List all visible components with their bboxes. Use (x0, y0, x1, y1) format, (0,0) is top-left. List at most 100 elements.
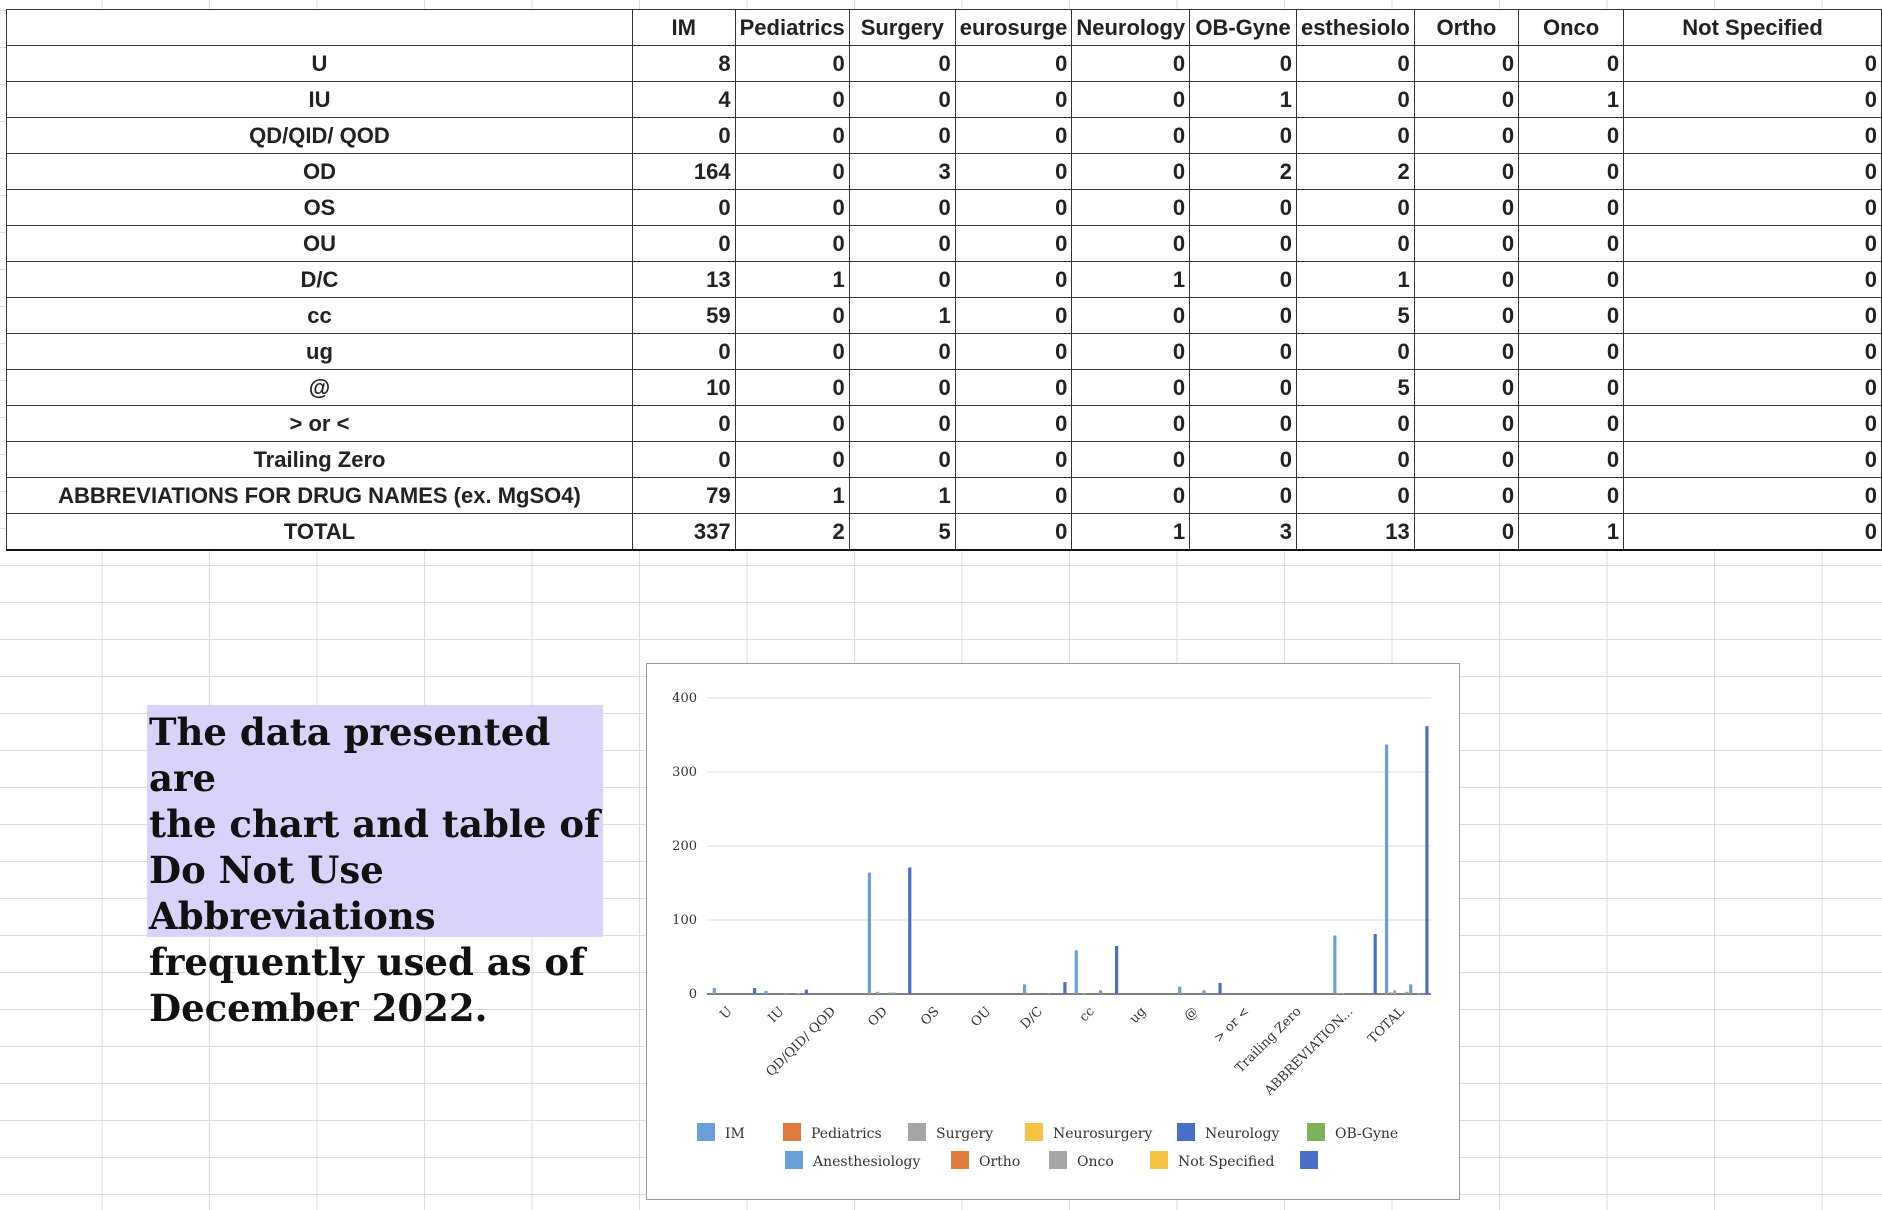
value-cell[interactable]: 0 (1295, 441, 1415, 478)
value-cell[interactable]: 0 (1413, 261, 1520, 298)
value-cell[interactable]: 0 (1518, 117, 1625, 154)
value-cell[interactable]: 0 (954, 117, 1073, 154)
value-cell[interactable]: 0 (954, 513, 1073, 551)
note-textbox[interactable]: The data presented are the chart and tab… (147, 705, 603, 1030)
row-label-cell[interactable]: U (6, 45, 633, 82)
value-cell[interactable]: 0 (1518, 405, 1625, 442)
value-cell[interactable]: 0 (1623, 153, 1882, 190)
value-cell[interactable]: 0 (1189, 45, 1297, 82)
value-cell[interactable]: 0 (1413, 225, 1520, 262)
value-cell[interactable]: 0 (631, 333, 736, 370)
value-cell[interactable]: 0 (1295, 45, 1415, 82)
value-cell[interactable]: 0 (1623, 81, 1882, 118)
value-cell[interactable]: 0 (631, 189, 736, 226)
value-cell[interactable]: 79 (631, 477, 736, 514)
value-cell[interactable]: 0 (1518, 333, 1625, 370)
row-label-cell[interactable]: IU (6, 81, 633, 118)
row-label-cell[interactable]: Trailing Zero (6, 441, 633, 478)
value-cell[interactable]: 0 (1623, 45, 1882, 82)
value-cell[interactable]: 0 (734, 225, 850, 262)
value-cell[interactable]: 0 (954, 369, 1073, 406)
value-cell[interactable]: 0 (954, 441, 1073, 478)
value-cell[interactable]: 0 (1071, 153, 1191, 190)
row-label-cell[interactable]: TOTAL (6, 513, 633, 551)
row-label-cell[interactable]: ug (6, 333, 633, 370)
value-cell[interactable]: 0 (1623, 405, 1882, 442)
value-cell[interactable]: 0 (848, 81, 956, 118)
value-cell[interactable]: 0 (734, 333, 850, 370)
value-cell[interactable]: 0 (1413, 369, 1520, 406)
column-header[interactable]: Onco (1518, 9, 1625, 46)
value-cell[interactable]: 0 (734, 81, 850, 118)
value-cell[interactable]: 2 (1189, 153, 1297, 190)
value-cell[interactable]: 0 (954, 333, 1073, 370)
value-cell[interactable]: 0 (1189, 369, 1297, 406)
value-cell[interactable]: 0 (1413, 117, 1520, 154)
value-cell[interactable]: 0 (1071, 369, 1191, 406)
row-label-cell[interactable]: @ (6, 369, 633, 406)
value-cell[interactable]: 0 (1623, 369, 1882, 406)
value-cell[interactable]: 4 (631, 81, 736, 118)
row-label-cell[interactable]: OS (6, 189, 633, 226)
value-cell[interactable]: 0 (1071, 117, 1191, 154)
value-cell[interactable]: 0 (954, 153, 1073, 190)
value-cell[interactable]: 0 (631, 441, 736, 478)
value-cell[interactable]: 0 (1295, 333, 1415, 370)
value-cell[interactable]: 0 (1413, 153, 1520, 190)
value-cell[interactable]: 0 (734, 405, 850, 442)
value-cell[interactable]: 0 (1071, 81, 1191, 118)
column-header[interactable]: Ortho (1413, 9, 1520, 46)
value-cell[interactable]: 0 (631, 117, 736, 154)
value-cell[interactable]: 0 (1518, 153, 1625, 190)
value-cell[interactable]: 0 (1413, 441, 1520, 478)
value-cell[interactable]: 0 (1071, 189, 1191, 226)
column-header[interactable]: IM (631, 9, 736, 46)
value-cell[interactable]: 1 (1518, 81, 1625, 118)
value-cell[interactable]: 0 (848, 261, 956, 298)
value-cell[interactable]: 0 (1518, 441, 1625, 478)
value-cell[interactable]: 0 (954, 477, 1073, 514)
header-corner[interactable] (6, 9, 633, 46)
value-cell[interactable]: 0 (1623, 225, 1882, 262)
value-cell[interactable]: 13 (631, 261, 736, 298)
value-cell[interactable]: 0 (954, 405, 1073, 442)
value-cell[interactable]: 0 (734, 189, 850, 226)
value-cell[interactable]: 0 (1413, 405, 1520, 442)
value-cell[interactable]: 0 (1623, 477, 1882, 514)
value-cell[interactable]: 0 (734, 441, 850, 478)
value-cell[interactable]: 0 (1071, 441, 1191, 478)
value-cell[interactable]: 1 (1189, 81, 1297, 118)
value-cell[interactable]: 0 (1295, 477, 1415, 514)
value-cell[interactable]: 0 (1189, 225, 1297, 262)
row-label-cell[interactable]: > or < (6, 405, 633, 442)
value-cell[interactable]: 0 (734, 369, 850, 406)
value-cell[interactable]: 0 (631, 405, 736, 442)
value-cell[interactable]: 5 (1295, 297, 1415, 334)
value-cell[interactable]: 1 (848, 297, 956, 334)
value-cell[interactable]: 0 (954, 225, 1073, 262)
value-cell[interactable]: 0 (734, 297, 850, 334)
value-cell[interactable]: 0 (848, 45, 956, 82)
column-header[interactable]: Neurology (1071, 9, 1191, 46)
value-cell[interactable]: 59 (631, 297, 736, 334)
column-header[interactable]: Surgery (848, 9, 956, 46)
value-cell[interactable]: 0 (1189, 189, 1297, 226)
value-cell[interactable]: 5 (1295, 369, 1415, 406)
value-cell[interactable]: 10 (631, 369, 736, 406)
value-cell[interactable]: 0 (1295, 405, 1415, 442)
value-cell[interactable]: 164 (631, 153, 736, 190)
column-header[interactable]: esthesiolo (1295, 9, 1415, 46)
value-cell[interactable]: 0 (1071, 477, 1191, 514)
value-cell[interactable]: 0 (1189, 441, 1297, 478)
value-cell[interactable]: 0 (954, 261, 1073, 298)
value-cell[interactable]: 0 (1189, 333, 1297, 370)
row-label-cell[interactable]: QD/QID/ QOD (6, 117, 633, 154)
value-cell[interactable]: 0 (1413, 477, 1520, 514)
value-cell[interactable]: 0 (734, 45, 850, 82)
value-cell[interactable]: 13 (1295, 513, 1415, 551)
value-cell[interactable]: 1 (734, 477, 850, 514)
value-cell[interactable]: 0 (1189, 405, 1297, 442)
value-cell[interactable]: 0 (848, 225, 956, 262)
value-cell[interactable]: 0 (1518, 225, 1625, 262)
value-cell[interactable]: 0 (1623, 333, 1882, 370)
